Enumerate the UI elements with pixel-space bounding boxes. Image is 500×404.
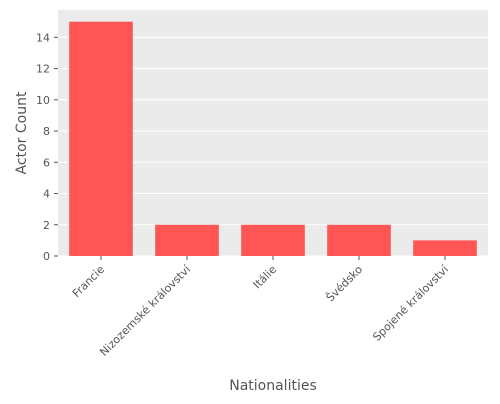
x-tick-label: Francie [70,263,107,300]
y-axis-title: Actor Count [14,91,30,174]
bars [69,21,477,257]
bar [327,224,391,256]
y-axis-ticks: 0 2 4 6 8 10 12 14 [36,31,58,263]
bar [69,21,133,257]
y-tick-label: 4 [43,188,50,201]
bar [241,224,305,256]
x-axis-title: Nationalities [229,378,317,394]
y-tick-label: 6 [43,156,50,169]
y-tick-label: 8 [43,125,50,138]
x-tick-label: Spojené království [370,262,451,343]
x-tick-label: Nizozemské království [97,262,194,359]
y-tick-label: 14 [36,31,50,44]
x-tick-label: Itálie [251,263,280,292]
y-tick-label: 12 [36,63,50,76]
y-tick-label: 2 [43,219,50,232]
x-tick-label: Švédsko [324,263,366,305]
bar [155,224,219,256]
bar [413,240,477,256]
y-tick-label: 10 [36,94,50,107]
y-tick-label: 0 [43,250,50,263]
